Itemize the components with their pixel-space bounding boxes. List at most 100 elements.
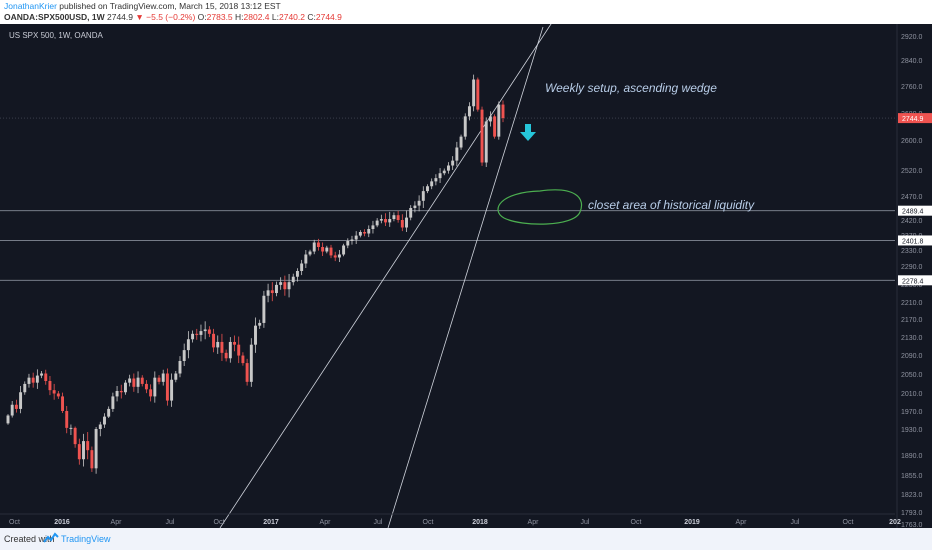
candle-body-102 <box>434 178 438 182</box>
wedge-trendline-lower <box>219 24 552 528</box>
candle-body-65 <box>279 282 283 285</box>
candlestick-chart[interactable]: US SPX 500, 1W, OANDA Weekly setup, ascen… <box>0 24 932 528</box>
axis-layer: 1763.0 1793.0 1823.0 1855.0 1890.0 1930.0 1970… <box>0 24 932 528</box>
candle-body-35 <box>153 377 157 397</box>
time-tick-label: Apr <box>320 519 332 526</box>
time-tick-label: Jul <box>581 519 590 526</box>
close-label: C: <box>307 12 316 22</box>
chart-area[interactable]: US SPX 500, 1W, OANDA Weekly setup, ascen… <box>0 24 932 528</box>
candle-body-101 <box>430 181 434 187</box>
candle-body-43 <box>186 339 190 351</box>
candle-body-93 <box>396 215 400 220</box>
candle-body-89 <box>379 219 383 221</box>
candle-body-108 <box>459 136 463 148</box>
candle-body-13 <box>61 396 65 411</box>
time-tick-label: Apr <box>736 519 748 526</box>
candle-body-83 <box>354 235 358 240</box>
candle-body-48 <box>207 329 211 334</box>
candle-body-12 <box>56 393 60 397</box>
down-arrow-icon <box>520 124 536 141</box>
tradingview-brand[interactable]: TradingView <box>61 534 111 544</box>
time-tick-label: Oct <box>423 519 434 526</box>
candle-body-6 <box>31 377 35 383</box>
candle-body-50 <box>216 341 220 348</box>
candle-body-52 <box>224 352 228 359</box>
candle-body-67 <box>287 282 291 290</box>
candle-body-24 <box>107 408 111 417</box>
candle-body-80 <box>342 245 346 255</box>
candle-body-29 <box>128 378 132 383</box>
candle-body-37 <box>161 373 165 382</box>
time-tick-label: Oct <box>631 519 642 526</box>
candle-body-63 <box>270 290 274 294</box>
candle-body-4 <box>23 383 27 393</box>
candle-body-66 <box>283 282 287 290</box>
price-tick-label: 1930.0 <box>901 427 923 434</box>
candle-body-84 <box>358 232 362 236</box>
candle-body-82 <box>350 239 354 241</box>
price-tick-label: 2520.0 <box>901 168 923 175</box>
high-value: 2802.4 <box>243 12 270 22</box>
candle-body-103 <box>438 173 442 179</box>
level-tag-bg-2 <box>898 275 932 286</box>
candle-body-116 <box>493 116 497 137</box>
candle-body-32 <box>140 377 144 384</box>
candle-body-114 <box>484 121 488 163</box>
time-tick-label: 2016 <box>54 519 70 526</box>
candle-body-76 <box>325 247 329 252</box>
candle-body-55 <box>237 344 241 356</box>
publication-info: JonathanKrier published on TradingView.c… <box>4 0 281 12</box>
candle-body-115 <box>488 116 492 122</box>
candle-body-73 <box>312 242 316 252</box>
candle-body-68 <box>291 276 295 283</box>
candle-body-8 <box>40 373 44 376</box>
candle-body-85 <box>363 232 367 234</box>
low-label: L: <box>271 12 279 22</box>
time-tick-label: Jul <box>166 519 175 526</box>
time-tick-label: Oct <box>843 519 854 526</box>
price-tick-label: 2920.0 <box>901 34 923 41</box>
candle-body-45 <box>195 333 199 335</box>
level-tag-label: 2401.8 <box>902 238 924 245</box>
wedge-annotation: Weekly setup, ascending wedge <box>545 81 717 95</box>
candle-body-81 <box>346 241 350 246</box>
published-text: published on TradingView.com, March 15, … <box>59 1 281 11</box>
symbol-info: OANDA:SPX500USD, 1W 2744.9 ▼ −5.5 (−0.2%… <box>4 11 342 23</box>
candle-body-0 <box>6 415 10 424</box>
time-tick-label: 2018 <box>472 519 488 526</box>
chart-title: US SPX 500, 1W, OANDA <box>9 31 103 40</box>
candle-body-22 <box>98 424 102 429</box>
candle-body-19 <box>86 441 90 451</box>
time-tick-label: Apr <box>528 519 540 526</box>
candle-body-88 <box>375 220 379 226</box>
price-tick-label: 1793.0 <box>901 510 923 517</box>
price-tick-label: 2090.0 <box>901 353 923 360</box>
tradingview-logo-icon <box>43 532 59 543</box>
price-tick-label: 1823.0 <box>901 492 923 499</box>
price-tick-label: 2470.0 <box>901 194 923 201</box>
candle-body-44 <box>191 333 195 340</box>
created-with-text: Created with <box>4 534 55 544</box>
candle-body-74 <box>316 242 320 247</box>
price-tick-label: 2210.0 <box>901 300 923 307</box>
down-triangle-icon: ▼ <box>135 12 144 22</box>
candle-body-117 <box>497 104 501 137</box>
low-value: 2740.2 <box>279 12 305 22</box>
candle-body-112 <box>476 79 480 110</box>
price-tick-label: 2600.0 <box>901 138 923 145</box>
candle-body-23 <box>103 416 106 425</box>
author-link[interactable]: JonathanKrier <box>4 1 57 11</box>
price-tick-label: 2840.0 <box>901 58 923 65</box>
candle-body-79 <box>337 254 341 258</box>
time-tick-label: Oct <box>214 519 225 526</box>
candle-body-78 <box>333 255 337 258</box>
candle-body-36 <box>157 377 161 382</box>
candle-body-42 <box>182 350 186 361</box>
price-tick-label: 1855.0 <box>901 473 923 480</box>
chart-header: JonathanKrier published on TradingView.c… <box>0 0 932 24</box>
price-tick-label: 1970.0 <box>901 409 923 416</box>
price-tick-label: 1763.0 <box>901 522 923 528</box>
time-tick-label: 2019 <box>684 519 700 526</box>
price-tick-label: 1890.0 <box>901 453 923 460</box>
footer: Created with TradingView <box>0 528 932 550</box>
